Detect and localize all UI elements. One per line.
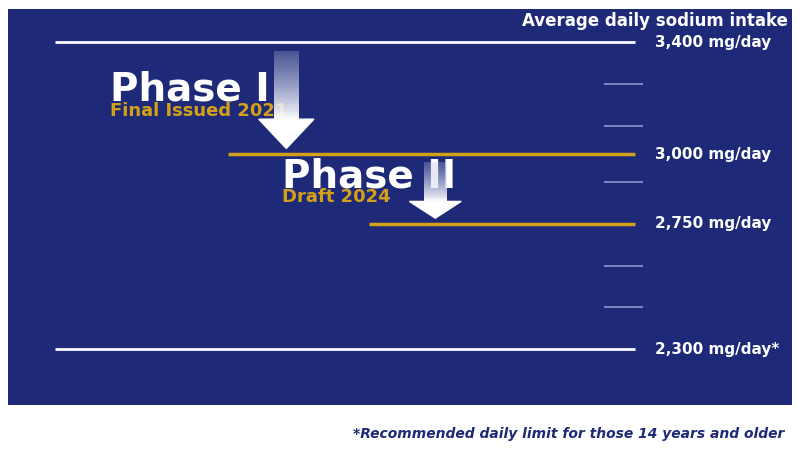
Bar [423,162,447,163]
Bar [423,193,447,194]
Bar [274,114,299,116]
Bar [423,163,447,164]
Bar [423,183,447,184]
Bar [274,95,299,97]
Polygon shape [410,202,461,218]
FancyBboxPatch shape [8,9,792,405]
Bar [423,171,447,172]
Bar [423,191,447,192]
Bar [274,81,299,83]
Bar [274,56,299,58]
Bar [274,88,299,90]
Bar [423,189,447,190]
Bar [274,66,299,68]
Bar [274,94,299,95]
Bar [423,197,447,198]
Text: Phase II: Phase II [282,158,457,195]
Bar [274,70,299,72]
Bar [274,53,299,54]
Bar [423,188,447,189]
Bar [423,169,447,170]
Bar [423,164,447,165]
Bar [274,58,299,59]
Bar [274,105,299,107]
Bar [423,172,447,173]
Text: 2,300 mg/day*: 2,300 mg/day* [654,342,779,357]
Bar [274,73,299,75]
Bar [274,63,299,64]
Bar [423,190,447,191]
Bar [423,181,447,182]
Bar [274,78,299,80]
Text: *Recommended daily limit for those 14 years and older: *Recommended daily limit for those 14 ye… [353,427,784,441]
Text: Final Issued 2021: Final Issued 2021 [110,102,287,120]
Bar [423,176,447,177]
Bar [274,100,299,102]
Bar [274,80,299,81]
Bar [274,116,299,117]
Text: 3,400 mg/day: 3,400 mg/day [654,35,771,50]
Bar [423,180,447,181]
Bar [274,117,299,119]
Bar [423,187,447,188]
Bar [274,75,299,76]
Bar [274,111,299,112]
Bar [423,194,447,196]
Bar [274,104,299,105]
Bar [274,59,299,61]
Bar [423,196,447,197]
Bar [274,61,299,63]
Bar [423,175,447,176]
Bar [274,85,299,87]
Bar [274,109,299,111]
Bar [423,170,447,171]
Bar [423,184,447,185]
Bar [423,178,447,179]
Text: Average daily sodium intake: Average daily sodium intake [522,12,788,30]
Bar [423,179,447,180]
Bar [423,200,447,202]
Bar [423,192,447,193]
Bar [274,102,299,104]
Bar [274,97,299,99]
Bar [274,99,299,100]
Bar [423,198,447,199]
Text: Draft 2024: Draft 2024 [282,188,391,206]
Bar [423,173,447,174]
Bar [423,168,447,169]
Bar [274,54,299,56]
Bar [274,51,299,53]
Bar [274,68,299,70]
Bar [423,182,447,183]
Bar [274,76,299,78]
Polygon shape [258,119,314,148]
Text: 3,000 mg/day: 3,000 mg/day [654,147,771,162]
Bar [423,165,447,166]
Bar [274,83,299,85]
Bar [274,64,299,66]
Bar [274,72,299,73]
Text: Phase I: Phase I [110,71,270,109]
Bar [423,177,447,178]
Bar [274,92,299,94]
Bar [423,185,447,186]
Bar [423,166,447,167]
Bar [274,90,299,92]
Bar [274,107,299,109]
Bar [423,199,447,200]
Bar [274,112,299,114]
Bar [423,174,447,175]
Bar [274,87,299,88]
Text: 2,750 mg/day: 2,750 mg/day [654,216,771,231]
Bar [423,167,447,168]
Bar [423,186,447,187]
